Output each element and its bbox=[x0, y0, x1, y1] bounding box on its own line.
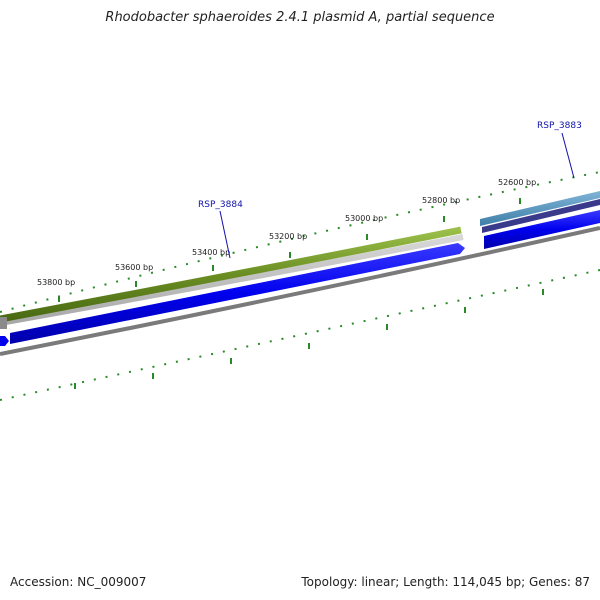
sequence-backbone bbox=[0, 226, 600, 356]
ruler-label-53800: 53800 bp bbox=[37, 278, 75, 287]
ruler-label-52600: 52600 bp bbox=[498, 178, 536, 187]
gene-bar-steelblue[interactable] bbox=[480, 191, 600, 226]
inner-ruler bbox=[0, 269, 600, 401]
ruler-label-53200: 53200 bp bbox=[269, 232, 307, 241]
gene-bar-green[interactable] bbox=[0, 226, 462, 323]
cds-bar-blue-right[interactable] bbox=[484, 210, 600, 249]
ruler-label-53600: 53600 bp bbox=[115, 263, 153, 272]
outer-ruler: 53800 bp 53600 bp 53400 bp 53200 bp 5300… bbox=[0, 171, 600, 313]
map-title: Rhodobacter sphaeroides 2.4.1 plasmid A,… bbox=[105, 10, 495, 25]
gene-label-rsp3883-group[interactable]: RSP_3883 bbox=[537, 121, 582, 179]
gene-bar-navy[interactable] bbox=[482, 199, 600, 233]
grey-feature-track bbox=[0, 234, 464, 326]
sequence-stats-text: Topology: linear; Length: 114,045 bp; Ge… bbox=[301, 575, 590, 589]
ruler-label-52800: 52800 bp bbox=[422, 196, 460, 205]
accession-text: Accession: NC_009007 bbox=[10, 575, 147, 589]
gene-stub-left bbox=[0, 317, 7, 329]
gene-label-rsp3884-group[interactable]: RSP_3884 bbox=[198, 200, 243, 259]
gene-leader-rsp3883 bbox=[561, 132, 575, 179]
gene-label-rsp3884[interactable]: RSP_3884 bbox=[198, 200, 243, 210]
ruler-label-53400: 53400 bp bbox=[192, 248, 230, 257]
gene-leader-rsp3884 bbox=[219, 210, 231, 259]
cds-arrow-left[interactable] bbox=[0, 336, 9, 346]
cds-bar-blue[interactable] bbox=[10, 243, 465, 344]
ruler-label-53000: 53000 bp bbox=[345, 214, 383, 223]
inner-ruler-dots bbox=[0, 269, 600, 401]
gene-label-rsp3883[interactable]: RSP_3883 bbox=[537, 121, 582, 131]
